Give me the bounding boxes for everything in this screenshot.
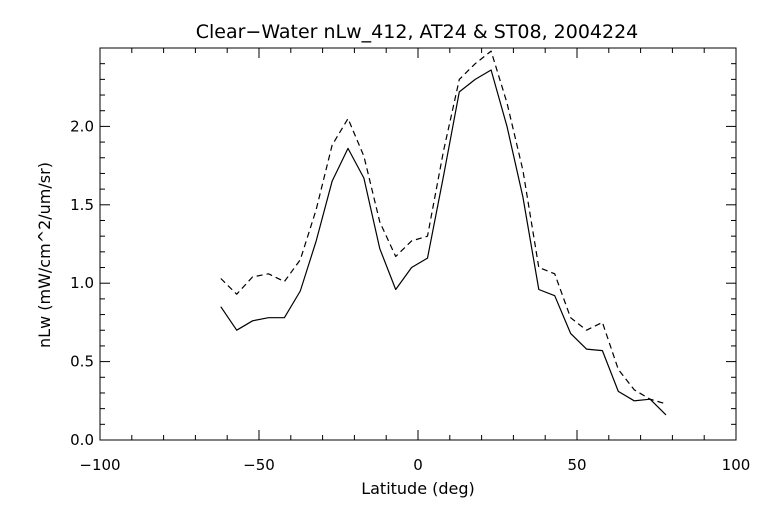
x-tick-label: 50 [567,456,586,474]
y-tick-labels: 0.0 0.5 1.0 1.5 2.0 [70,117,94,449]
x-tick-labels: −100 −50 0 50 100 [79,456,750,474]
x-axis-label: Latitude (deg) [361,479,475,498]
y-axis-label: nLw (mW/cm^2/um/sr) [35,162,54,348]
chart-title: Clear−Water nLw_412, AT24 & ST08, 200422… [196,21,639,43]
y-tick-label: 1.0 [70,274,94,292]
x-tick-label: 0 [413,456,423,474]
y-tick-label: 2.0 [70,117,94,135]
y-tick-label: 0.5 [70,353,94,371]
x-tick-label: 100 [722,456,751,474]
x-tick-label: −100 [79,456,120,474]
series-group [220,50,667,416]
axis-ticks [99,47,737,441]
y-tick-label: 1.5 [70,196,94,214]
x-tick-label: −50 [243,456,275,474]
plot-frame [99,47,737,441]
series-line-dashed [220,50,667,405]
series-line-solid [220,69,667,416]
y-tick-label: 0.0 [70,431,94,449]
